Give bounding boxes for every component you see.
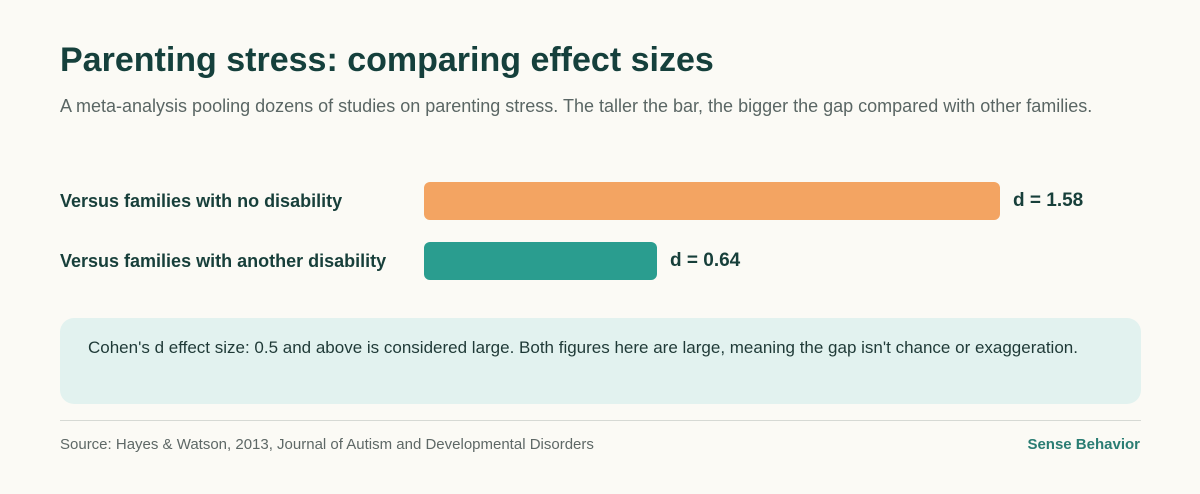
data-label: d = 1.58 [1013, 190, 1084, 211]
bar [424, 182, 1000, 220]
category-label: Versus families with another disability [60, 251, 387, 271]
bar-row-another-disability: Versus families with another disability … [60, 242, 1140, 280]
chart-subtitle: A meta-analysis pooling dozens of studie… [60, 96, 1093, 116]
info-note: Cohen's d effect size: 0.5 and above is … [60, 318, 1141, 404]
bar-chart: Versus families with no disability d = 1… [60, 182, 1140, 282]
category-label: Versus families with no disability [60, 191, 343, 211]
info-note-text: Cohen's d effect size: 0.5 and above is … [88, 338, 1078, 357]
chart-title: Parenting stress: comparing effect sizes [60, 41, 714, 79]
source-citation: Source: Hayes & Watson, 2013, Journal of… [60, 436, 594, 453]
bar [424, 242, 657, 280]
bar-row-no-disability: Versus families with no disability d = 1… [60, 182, 1140, 220]
footer-divider [60, 420, 1141, 421]
brand-name: Sense Behavior [1027, 436, 1140, 453]
data-label: d = 0.64 [670, 250, 741, 271]
